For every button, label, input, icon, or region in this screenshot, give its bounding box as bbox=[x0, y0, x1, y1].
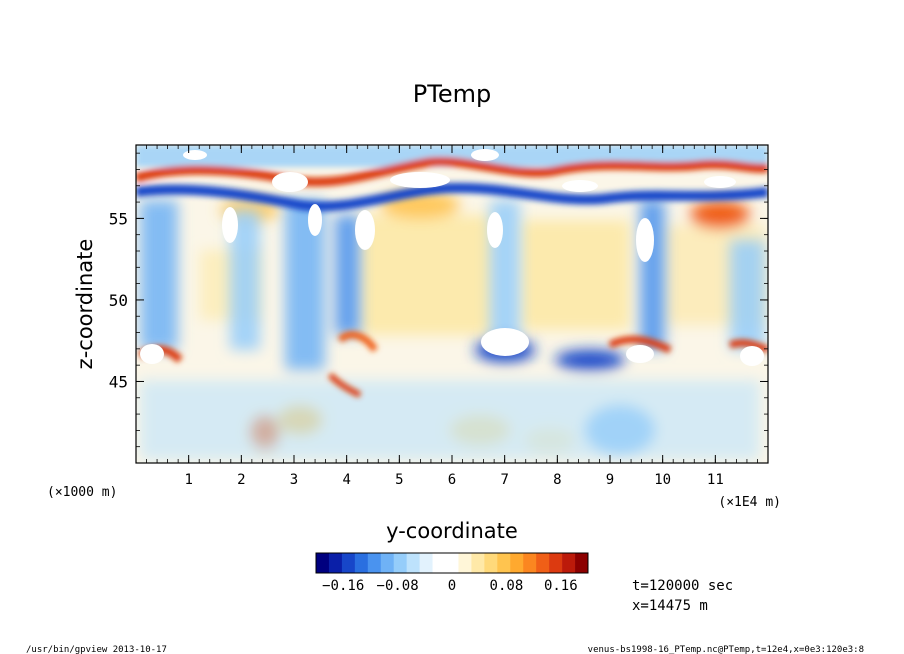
y-axis-title: z-coordinate bbox=[73, 239, 97, 370]
footer-left: /usr/bin/gpview 2013-10-17 bbox=[26, 645, 167, 654]
time-label: t=120000 sec bbox=[632, 578, 733, 594]
x-tick-label: 3 bbox=[290, 472, 298, 488]
colorbar bbox=[315, 552, 589, 574]
y-tick-label: 45 bbox=[109, 372, 128, 391]
heatmap-field bbox=[136, 145, 768, 463]
colorbar-label: −0.08 bbox=[377, 578, 419, 594]
y-tick-label: 55 bbox=[109, 209, 128, 228]
colorbar-swatch bbox=[341, 553, 356, 573]
x-tick-label: 11 bbox=[707, 472, 724, 488]
colorbar-label: 0.08 bbox=[490, 578, 524, 594]
colorbar-swatch bbox=[367, 553, 382, 573]
colorbar-swatch bbox=[510, 553, 524, 573]
colorbar-swatch bbox=[471, 553, 485, 573]
colorbar-swatch bbox=[497, 553, 511, 573]
colorbar-swatch bbox=[393, 553, 407, 573]
colorbar-swatch bbox=[523, 553, 537, 573]
x-tick-label: 9 bbox=[606, 472, 614, 488]
colorbar-labels: −0.16 −0.08 0 0.08 0.16 bbox=[322, 578, 578, 594]
colorbar-swatch bbox=[380, 553, 395, 573]
colorbar-swatch bbox=[575, 553, 589, 573]
colorbar-swatch bbox=[432, 553, 446, 573]
colorbar-swatch bbox=[328, 553, 343, 573]
x-axis-ticks: 1 2 3 4 5 6 7 8 9 10 11 bbox=[146, 145, 769, 488]
x-tick-label: 5 bbox=[395, 472, 403, 488]
x-tick-label: 1 bbox=[184, 472, 192, 488]
colorbar-swatch bbox=[445, 553, 459, 573]
x-tick-label: 6 bbox=[448, 472, 456, 488]
x-tick-label: 7 bbox=[500, 472, 508, 488]
colorbar-swatch bbox=[458, 553, 472, 573]
colorbar-swatch bbox=[316, 553, 330, 573]
colorbar-swatch bbox=[549, 553, 563, 573]
colorbar-swatch bbox=[354, 553, 369, 573]
colorbar-label: 0 bbox=[448, 578, 456, 594]
chart-title: PTemp bbox=[413, 80, 491, 108]
position-label: x=14475 m bbox=[632, 598, 708, 614]
x-tick-label: 8 bbox=[553, 472, 561, 488]
colorbar-swatch bbox=[536, 553, 550, 573]
y-axis-ticks: 45 50 55 bbox=[109, 152, 768, 448]
x-axis-title: y-coordinate bbox=[386, 519, 518, 543]
colorbar-frame bbox=[315, 552, 589, 574]
y-tick-label: 50 bbox=[109, 291, 128, 310]
x-unit-right-label: (×1E4 m) bbox=[718, 495, 781, 510]
colorbar-swatch bbox=[419, 553, 433, 573]
x-unit-left-label: (×1000 m) bbox=[47, 485, 117, 500]
colorbar-swatch bbox=[484, 553, 498, 573]
footer-right: venus-bs1998-16_PTemp.nc@PTemp,t=12e4,x=… bbox=[588, 645, 864, 654]
x-tick-label: 2 bbox=[237, 472, 245, 488]
colorbar-swatch bbox=[406, 553, 420, 573]
colorbar-label: −0.16 bbox=[322, 578, 364, 594]
colorbar-label: 0.16 bbox=[544, 578, 578, 594]
colorbar-swatch bbox=[562, 553, 576, 573]
x-tick-label: 4 bbox=[342, 472, 350, 488]
x-tick-label: 10 bbox=[654, 472, 671, 488]
